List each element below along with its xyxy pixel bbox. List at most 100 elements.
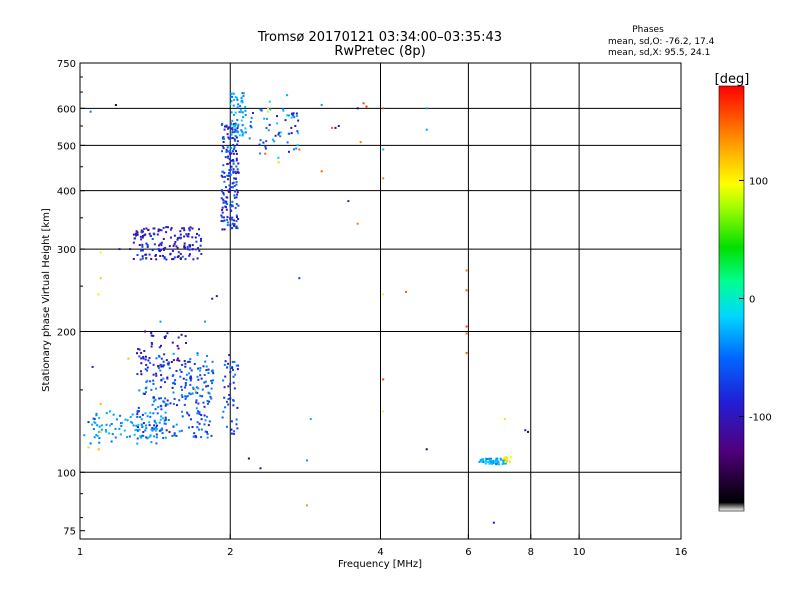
data-point [196, 426, 199, 429]
data-point [232, 404, 235, 407]
data-point [482, 461, 485, 464]
data-point [271, 138, 274, 141]
data-point [233, 196, 236, 199]
data-point [233, 185, 236, 187]
data-point [147, 359, 150, 362]
data-point [273, 140, 276, 143]
data-point [499, 458, 502, 461]
data-point [320, 170, 323, 173]
data-point [232, 171, 235, 174]
data-point [144, 368, 147, 371]
data-point [136, 231, 139, 234]
data-point [154, 408, 157, 411]
data-point [337, 125, 340, 127]
data-point [98, 430, 100, 433]
data-point [178, 236, 181, 239]
data-point [186, 248, 189, 251]
data-point [252, 112, 254, 114]
data-point [184, 362, 187, 365]
data-point [232, 375, 235, 378]
data-point [196, 412, 199, 415]
data-point [133, 433, 136, 436]
data-point [140, 231, 143, 234]
data-point [277, 133, 280, 136]
data-point [173, 432, 176, 435]
data-point [141, 245, 144, 248]
data-point [173, 234, 176, 237]
data-point [210, 397, 213, 400]
data-point [178, 430, 181, 433]
data-point [188, 414, 191, 417]
data-point [140, 423, 143, 426]
data-point [230, 165, 233, 168]
data-point [176, 246, 179, 249]
data-point [141, 243, 144, 246]
data-point [136, 413, 139, 416]
data-point [291, 112, 294, 115]
data-point [138, 355, 141, 358]
data-point [229, 122, 232, 125]
data-point [188, 392, 191, 395]
data-point [140, 249, 142, 252]
data-point [200, 377, 203, 380]
data-point [235, 203, 238, 206]
data-point [180, 394, 183, 397]
data-point [231, 92, 234, 95]
data-point [154, 398, 157, 401]
data-point [223, 363, 226, 366]
data-point [229, 397, 232, 400]
data-point [227, 362, 230, 365]
data-point [98, 437, 101, 440]
data-point [241, 124, 244, 127]
data-point [274, 134, 277, 137]
data-point [153, 424, 156, 427]
data-point [231, 360, 234, 363]
data-point [189, 253, 191, 256]
data-point [99, 251, 102, 254]
data-point [185, 233, 188, 236]
data-point [161, 417, 164, 420]
data-point [226, 224, 229, 227]
data-point [206, 436, 209, 439]
data-point [236, 130, 239, 133]
data-point [188, 227, 191, 230]
data-point [204, 419, 207, 422]
data-point [290, 126, 293, 129]
data-point [170, 227, 173, 230]
data-point [501, 463, 504, 466]
data-point [159, 386, 162, 389]
data-point [264, 145, 267, 148]
data-point [225, 186, 227, 189]
data-point [347, 200, 350, 203]
data-point [232, 369, 234, 371]
axis-ticks: 1 2 4 6 8 10 16 75 100 200 300 400 500 600 750 [57, 59, 687, 558]
data-point [230, 428, 233, 431]
data-point [234, 139, 237, 142]
data-point [229, 187, 231, 190]
data-point [226, 162, 229, 165]
data-point [181, 395, 184, 398]
data-point [235, 136, 238, 139]
data-point [138, 428, 141, 431]
data-point [227, 127, 229, 130]
data-point [226, 156, 229, 159]
data-point [160, 397, 162, 400]
data-point [164, 404, 167, 407]
data-point [187, 360, 190, 363]
data-point [248, 137, 251, 140]
data-point [240, 100, 243, 103]
data-point [197, 367, 199, 370]
data-point [152, 227, 155, 230]
data-point [221, 190, 224, 193]
data-point [233, 194, 236, 197]
data-point [141, 413, 144, 416]
data-point [267, 129, 270, 132]
data-point [199, 244, 202, 247]
data-point [220, 219, 223, 222]
data-point [221, 145, 224, 148]
data-point [166, 332, 169, 335]
data-point [244, 131, 247, 134]
data-point [156, 233, 159, 236]
data-point [235, 165, 238, 168]
data-point [222, 201, 225, 204]
